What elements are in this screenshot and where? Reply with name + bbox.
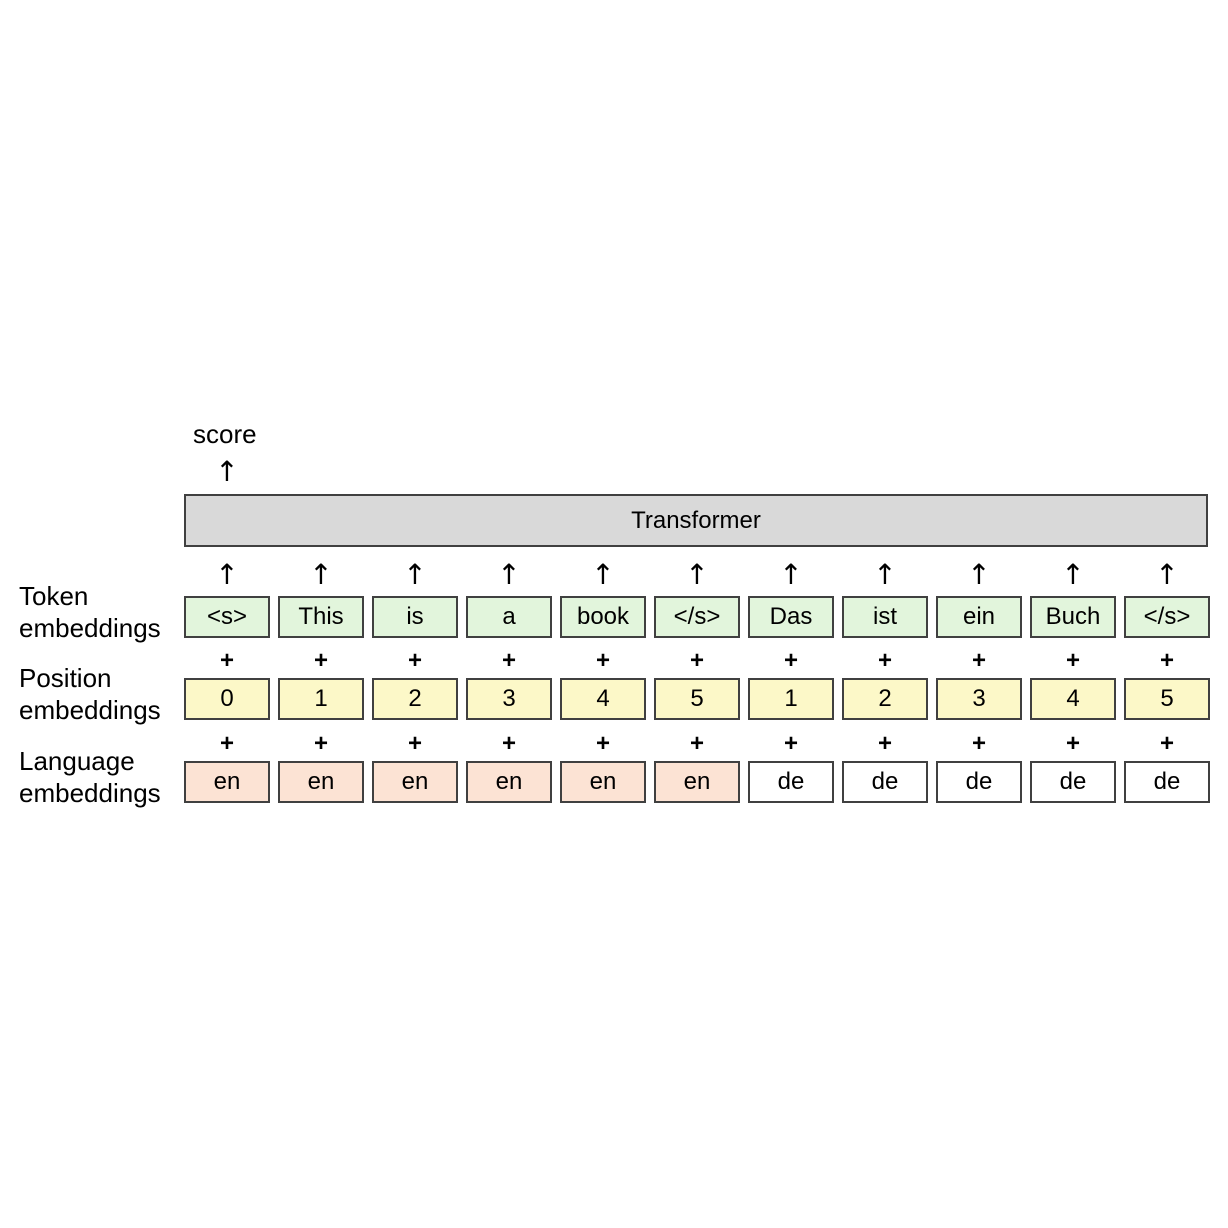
language-cell-5: en <box>654 761 740 803</box>
up-arrow-icon-9: ↑ <box>1061 558 1085 591</box>
transformer-label: Transformer <box>631 506 761 534</box>
plus-icon-4: + <box>595 647 610 674</box>
token-cell-9: Buch <box>1030 596 1116 638</box>
plus-icon-6: + <box>783 730 798 757</box>
language-cell-3: en <box>466 761 552 803</box>
language-cell-0: en <box>184 761 270 803</box>
token-cell-4: book <box>560 596 646 638</box>
position-cell-5: 5 <box>654 678 740 720</box>
up-arrow-icon-0: ↑ <box>215 558 239 591</box>
up-arrow-icon-10: ↑ <box>1155 558 1179 591</box>
up-arrow-icon-8: ↑ <box>967 558 991 591</box>
token-cell-1: This <box>278 596 364 638</box>
plus-icon-7: + <box>877 647 892 674</box>
plus-icon-1: + <box>313 730 328 757</box>
token-arrows: ↑ ↑ ↑ ↑ ↑ ↑ ↑ ↑ ↑ ↑ ↑ <box>184 558 1210 592</box>
position-cell-4: 4 <box>560 678 646 720</box>
plus-icon-0: + <box>219 730 234 757</box>
plus-icon-3: + <box>501 647 516 674</box>
plus-icon-4: + <box>595 730 610 757</box>
token-cell-2: is <box>372 596 458 638</box>
language-cell-1: en <box>278 761 364 803</box>
language-embeddings-label: Language embeddings <box>19 746 161 808</box>
plus-icon-9: + <box>1065 647 1080 674</box>
position-embeddings-label: Position embeddings <box>19 663 161 725</box>
up-arrow-icon-6: ↑ <box>779 558 803 591</box>
up-arrow-icon-1: ↑ <box>309 558 333 591</box>
position-cell-6: 1 <box>748 678 834 720</box>
token-cell-8: ein <box>936 596 1022 638</box>
plus-icon-0: + <box>219 647 234 674</box>
token-embeddings-row: <s> This is a book </s> Das ist ein Buch </s> <box>184 596 1210 638</box>
plus-row-token-position: + + + + + + + + + + + <box>184 648 1210 674</box>
plus-row-position-language: + + + + + + + + + + + <box>184 731 1210 757</box>
position-cell-2: 2 <box>372 678 458 720</box>
up-arrow-icon-7: ↑ <box>873 558 897 591</box>
up-arrow-icon-3: ↑ <box>497 558 521 591</box>
plus-icon-7: + <box>877 730 892 757</box>
plus-icon-10: + <box>1159 647 1174 674</box>
plus-icon-6: + <box>783 647 798 674</box>
up-arrow-icon-5: ↑ <box>685 558 709 591</box>
up-arrow-icon-2: ↑ <box>403 558 427 591</box>
position-cell-8: 3 <box>936 678 1022 720</box>
language-embeddings-row: en en en en en en de de de de de <box>184 761 1210 803</box>
token-embeddings-label: Token embeddings <box>19 581 161 643</box>
position-cell-1: 1 <box>278 678 364 720</box>
language-cell-7: de <box>842 761 928 803</box>
up-arrow-icon-4: ↑ <box>591 558 615 591</box>
plus-icon-2: + <box>407 730 422 757</box>
plus-icon-9: + <box>1065 730 1080 757</box>
transformer-block: Transformer <box>184 494 1208 547</box>
score-arrow-icon: ↑ <box>215 455 239 488</box>
position-cell-0: 0 <box>184 678 270 720</box>
language-cell-6: de <box>748 761 834 803</box>
language-cell-10: de <box>1124 761 1210 803</box>
plus-icon-2: + <box>407 647 422 674</box>
language-cell-2: en <box>372 761 458 803</box>
language-cell-8: de <box>936 761 1022 803</box>
position-cell-9: 4 <box>1030 678 1116 720</box>
position-cell-10: 5 <box>1124 678 1210 720</box>
token-cell-10: </s> <box>1124 596 1210 638</box>
plus-icon-1: + <box>313 647 328 674</box>
token-cell-7: ist <box>842 596 928 638</box>
language-cell-9: de <box>1030 761 1116 803</box>
plus-icon-8: + <box>971 647 986 674</box>
plus-icon-3: + <box>501 730 516 757</box>
plus-icon-10: + <box>1159 730 1174 757</box>
position-cell-3: 3 <box>466 678 552 720</box>
token-cell-5: </s> <box>654 596 740 638</box>
token-cell-3: a <box>466 596 552 638</box>
plus-icon-5: + <box>689 647 704 674</box>
position-cell-7: 2 <box>842 678 928 720</box>
plus-icon-5: + <box>689 730 704 757</box>
plus-icon-8: + <box>971 730 986 757</box>
token-cell-0: <s> <box>184 596 270 638</box>
token-cell-6: Das <box>748 596 834 638</box>
language-cell-4: en <box>560 761 646 803</box>
score-label: score <box>193 419 257 449</box>
